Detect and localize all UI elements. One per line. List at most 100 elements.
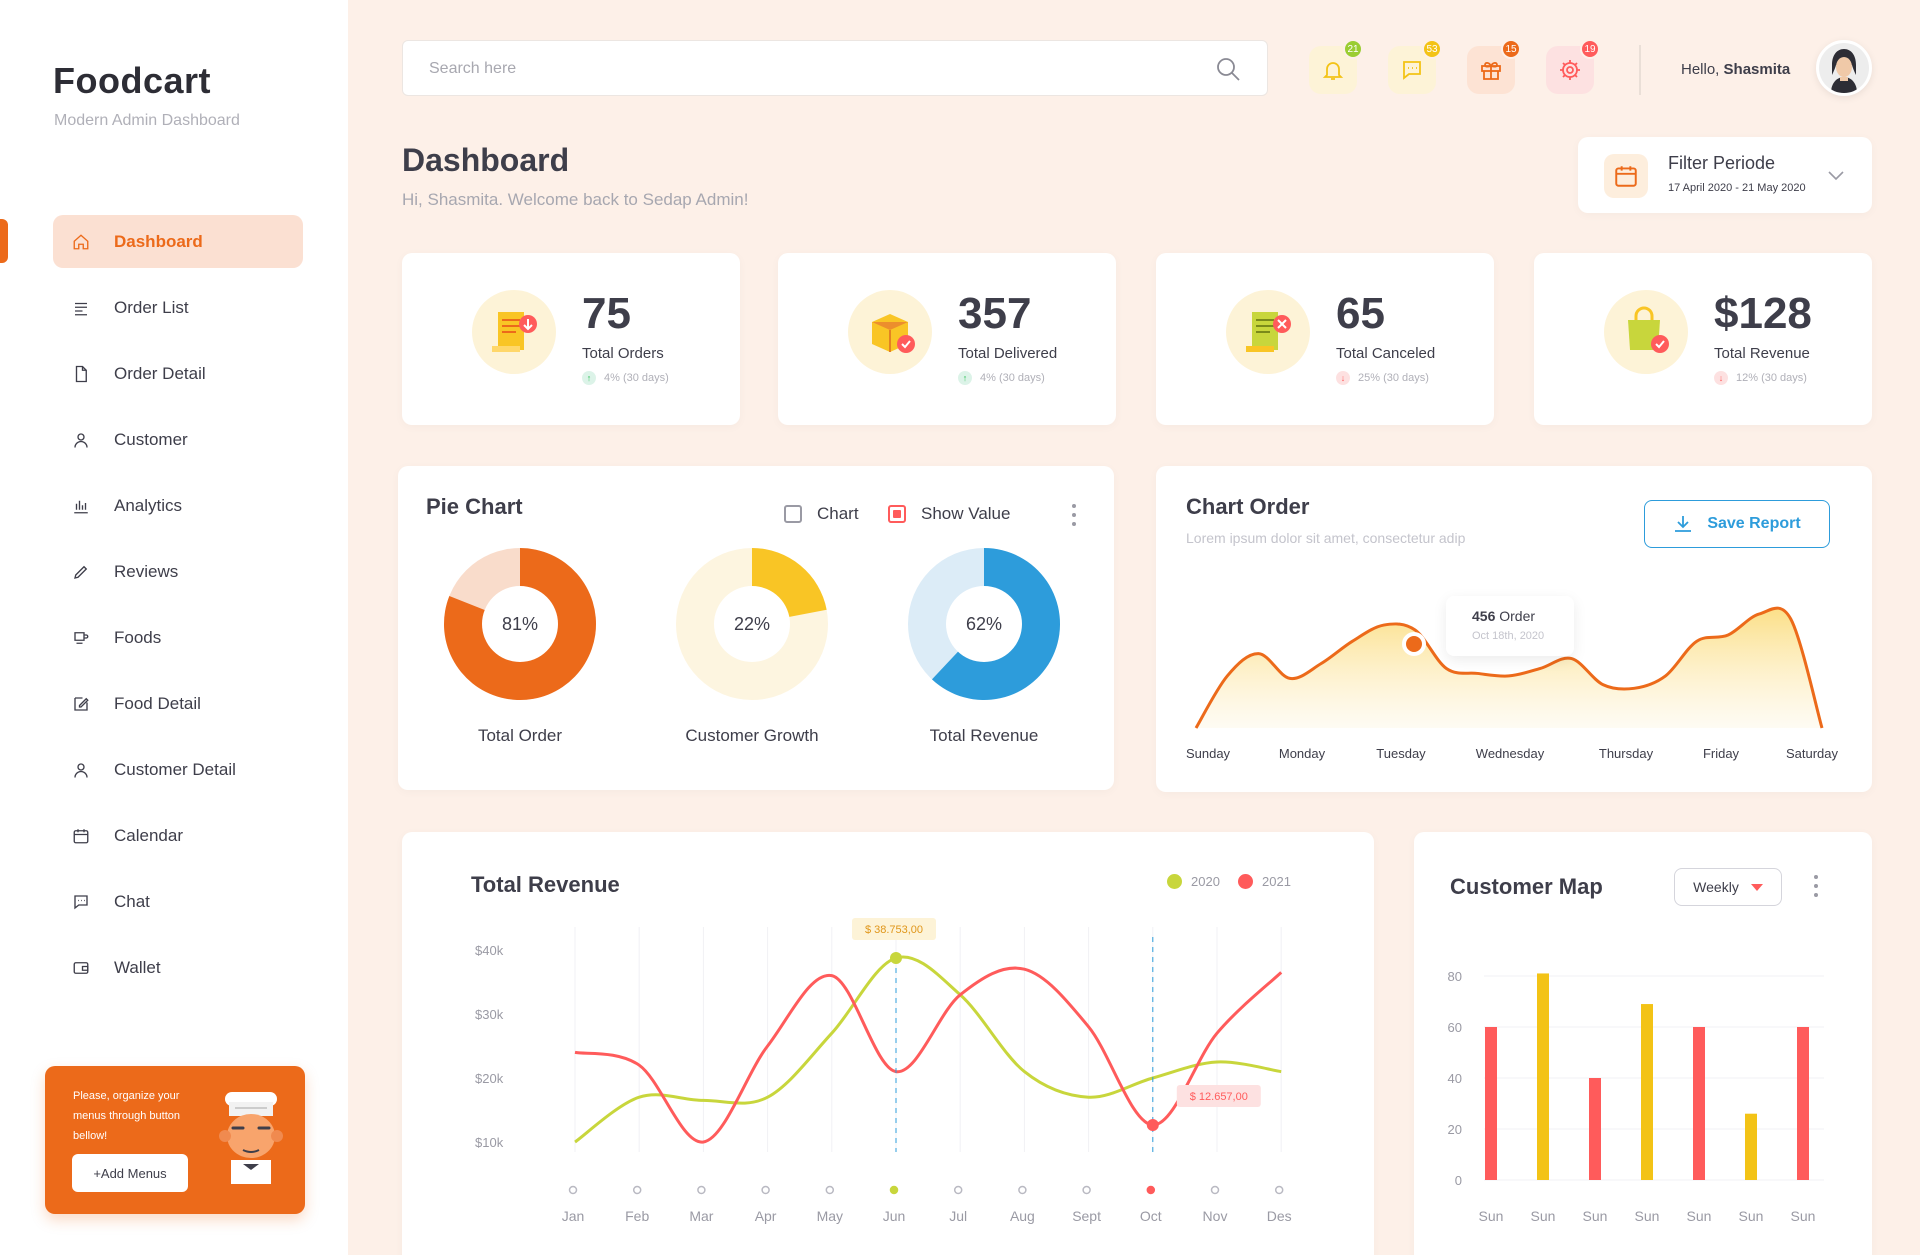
bar bbox=[1693, 1027, 1705, 1180]
stat-change-text: 4% (30 days) bbox=[604, 372, 669, 384]
order-line bbox=[1194, 606, 1824, 729]
stat-value: 75 bbox=[582, 289, 631, 338]
filter-period-dropdown[interactable]: Filter Periode 17 April 2020 - 21 May 20… bbox=[1578, 137, 1872, 213]
x-axis-label: Sunday bbox=[1186, 746, 1231, 761]
month-marker bbox=[953, 1185, 963, 1195]
x-axis-label: Sept bbox=[1072, 1208, 1101, 1224]
month-marker bbox=[697, 1185, 706, 1195]
sidebar-item-calendar[interactable]: Calendar bbox=[53, 809, 303, 862]
card-title: Pie Chart bbox=[426, 494, 523, 519]
period-dropdown[interactable]: Weekly bbox=[1674, 868, 1782, 906]
sidebar-item-label: Order Detail bbox=[114, 363, 206, 383]
bar bbox=[1537, 973, 1549, 1180]
x-axis-label: Thursday bbox=[1599, 746, 1654, 761]
download-icon bbox=[1675, 516, 1692, 532]
chart-tooltip: 456 Order Oct 18th, 2020 bbox=[1446, 596, 1574, 656]
settings-button[interactable]: 19 bbox=[1546, 39, 1600, 94]
sidebar-item-label: Food Detail bbox=[114, 693, 201, 713]
x-axis-label: Nov bbox=[1203, 1208, 1228, 1224]
stat-label: Total Canceled bbox=[1336, 345, 1436, 362]
legend-label: 2021 bbox=[1262, 874, 1291, 889]
greeting: Hello, Shasmita bbox=[1681, 61, 1790, 78]
bar bbox=[1641, 1004, 1653, 1180]
month-marker bbox=[1146, 1185, 1156, 1195]
sidebar-item-order-detail[interactable]: Order Detail bbox=[53, 347, 303, 400]
x-axis-label: Sun bbox=[1479, 1208, 1504, 1224]
card-title: Chart Order bbox=[1186, 494, 1310, 519]
month-marker bbox=[1018, 1185, 1027, 1195]
sidebar-item-label: Analytics bbox=[114, 495, 183, 515]
notification-count-badge: 21 bbox=[1343, 39, 1363, 59]
sidebar-item-customer[interactable]: Customer bbox=[53, 413, 303, 466]
sidebar-item-customer-detail[interactable]: Customer Detail bbox=[53, 743, 303, 796]
checkbox-label: Show Value bbox=[921, 504, 1011, 523]
sidebar-item-analytics[interactable]: Analytics bbox=[53, 479, 303, 532]
checkbox-checked-icon bbox=[888, 505, 906, 523]
x-axis-label: Sun bbox=[1791, 1208, 1816, 1224]
sidebar-item-label: Calendar bbox=[114, 825, 183, 845]
month-marker bbox=[632, 1185, 642, 1195]
notifications-button[interactable]: 21 bbox=[1309, 39, 1363, 94]
month-marker bbox=[1274, 1185, 1284, 1195]
sidebar-item-foods[interactable]: Foods bbox=[53, 611, 303, 664]
sidebar-item-order-list[interactable]: Order List bbox=[53, 281, 303, 334]
sidebar-item-reviews[interactable]: Reviews bbox=[53, 545, 303, 598]
sidebar-item-dashboard[interactable]: Dashboard bbox=[53, 215, 303, 268]
shopping-bag-icon bbox=[1604, 290, 1688, 374]
save-report-button[interactable]: Save Report bbox=[1644, 500, 1830, 548]
revenue-line-chart: $40k $30k $20k $10k $ 38.753,00 $ 12.657,00 Ja… bbox=[475, 918, 1292, 1224]
stat-card-total-orders: 75 Total Orders ↑ 4% (30 days) bbox=[402, 253, 740, 425]
checkbox-unchecked-icon bbox=[784, 505, 802, 523]
stat-change-text: 4% (30 days) bbox=[980, 372, 1045, 384]
more-options-icon[interactable] bbox=[1071, 504, 1077, 526]
gifts-button[interactable]: 15 bbox=[1467, 39, 1521, 94]
x-axis-label: Des bbox=[1267, 1208, 1292, 1224]
bar bbox=[1589, 1078, 1601, 1180]
chef-illustration bbox=[219, 1092, 283, 1184]
total-revenue-card: Total Revenue 2020 2021 $40k $30k $20k $10k… bbox=[402, 832, 1374, 1255]
tooltip-date: Oct 18th, 2020 bbox=[1472, 630, 1545, 642]
more-options-icon[interactable] bbox=[1813, 875, 1819, 897]
show-value-checkbox[interactable]: Show Value bbox=[888, 504, 1010, 524]
arrow-down-icon: ↓ bbox=[1714, 371, 1728, 385]
donut-value: 81% bbox=[501, 614, 539, 634]
month-marker bbox=[1210, 1185, 1220, 1195]
sidebar-item-label: Wallet bbox=[114, 957, 161, 977]
donut-label: Customer Growth bbox=[685, 726, 819, 745]
sidebar-item-food-detail[interactable]: Food Detail bbox=[53, 677, 303, 730]
x-axis-label: Mar bbox=[689, 1208, 713, 1224]
save-report-label: Save Report bbox=[1707, 515, 1801, 532]
x-axis-label: Saturday bbox=[1786, 746, 1839, 761]
search-icon[interactable] bbox=[1215, 56, 1241, 82]
y-axis-label: $20k bbox=[475, 1071, 504, 1086]
add-menus-button[interactable]: +Add Menus bbox=[72, 1154, 188, 1192]
promo-text: Please, organize your menus through butt… bbox=[73, 1090, 181, 1142]
calendar-icon bbox=[1604, 154, 1648, 198]
low-label-bg bbox=[1176, 1085, 1261, 1107]
page-subtitle: Hi, Shasmita. Welcome back to Sedap Admi… bbox=[402, 190, 749, 209]
sidebar-item-chat[interactable]: Chat bbox=[53, 875, 303, 928]
edit-icon bbox=[71, 694, 91, 714]
sidebar-item-label: Order List bbox=[114, 297, 189, 317]
x-axis-label: May bbox=[817, 1208, 843, 1224]
x-axis-label: Aug bbox=[1010, 1208, 1035, 1224]
chart-checkbox[interactable]: Chart bbox=[784, 504, 859, 524]
sidebar-item-label: Customer Detail bbox=[114, 759, 236, 779]
stat-label: Total Orders bbox=[582, 345, 664, 362]
search-input[interactable] bbox=[429, 57, 1189, 81]
peak-label-bg bbox=[852, 918, 936, 940]
app-logo[interactable]: Foodcart bbox=[53, 60, 212, 101]
greeting-text: Hello, bbox=[1681, 61, 1720, 78]
stat-value: $128 bbox=[1714, 289, 1812, 338]
chevron-down-icon bbox=[1828, 171, 1844, 181]
avatar[interactable] bbox=[1816, 40, 1872, 96]
messages-button[interactable]: 53 bbox=[1388, 39, 1442, 94]
x-axis-label: Sun bbox=[1739, 1208, 1764, 1224]
month-marker bbox=[1082, 1185, 1091, 1195]
x-axis-label: Feb bbox=[625, 1208, 649, 1224]
sidebar-item-wallet[interactable]: Wallet bbox=[53, 941, 303, 994]
donut-value: 62% bbox=[965, 614, 1003, 634]
x-axis-label: Sun bbox=[1635, 1208, 1660, 1224]
food-icon bbox=[71, 628, 91, 648]
wallet-icon bbox=[71, 958, 91, 978]
